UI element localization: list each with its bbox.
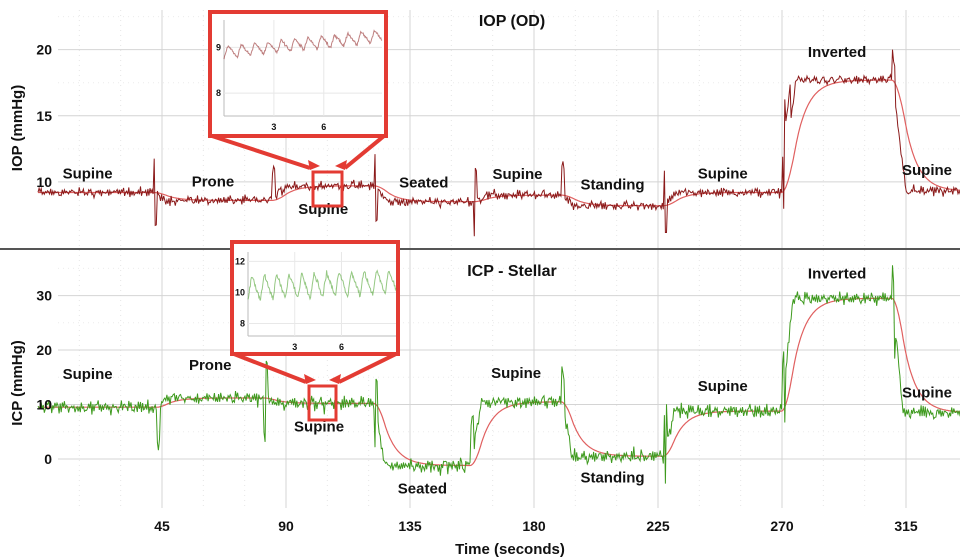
icp-inset-frame xyxy=(230,240,400,356)
x-tick-label: 225 xyxy=(646,518,670,534)
iop-inset-frame xyxy=(208,10,388,138)
icp-inset-x-tick: 3 xyxy=(292,342,297,352)
iop-inset-trace xyxy=(223,29,383,60)
iop-segment-label: Supine xyxy=(698,165,748,182)
icp-inset-x-tick: 6 xyxy=(339,342,344,352)
iop-segment-label: Supine xyxy=(492,166,542,183)
x-tick-label: 270 xyxy=(770,518,794,534)
icp-segment-label: Seated xyxy=(398,481,447,498)
x-axis-label: Time (seconds) xyxy=(455,541,565,558)
iop-connector-right xyxy=(343,134,386,170)
iop-y-tick-label: 20 xyxy=(36,42,52,58)
x-tick-label: 45 xyxy=(154,518,170,534)
icp-inset-y-tick: 10 xyxy=(235,287,245,297)
iop-y-axis-label: IOP (mmHg) xyxy=(9,85,26,171)
icp-segment-label: Inverted xyxy=(808,265,866,282)
icp-segment-label: Supine xyxy=(902,385,952,402)
iop-segment-label: Standing xyxy=(580,177,644,194)
icp-arrowhead xyxy=(304,374,316,384)
icp-segment-label: Prone xyxy=(189,357,232,374)
icp-arrowhead xyxy=(329,374,341,384)
icp-segment-label: Supine xyxy=(698,378,748,395)
iop-zoom-highlight xyxy=(311,170,344,208)
iop-raw-trace xyxy=(37,49,960,237)
icp-raw-trace xyxy=(37,265,960,484)
iop-zoom-inset: 8 9 3 6 xyxy=(208,10,388,208)
icp-inset-trace xyxy=(247,269,397,301)
iop-arrowhead xyxy=(308,160,320,170)
icp-zoom-inset: 8 10 12 3 6 xyxy=(230,240,400,422)
iop-arrowhead xyxy=(335,160,347,170)
icp-panel: ICP - Stellar ICP (mmHg) 0 10 20 30 Supine P… xyxy=(9,263,960,498)
iop-title: IOP (OD) xyxy=(479,13,545,30)
icp-segment-label: Supine xyxy=(294,418,344,435)
iop-y-tick-label: 15 xyxy=(36,108,52,124)
icp-zoom-highlight xyxy=(307,384,338,422)
x-tick-label: 90 xyxy=(278,518,294,534)
icp-inset-y-tick: 12 xyxy=(235,256,245,266)
icp-y-tick-label: 10 xyxy=(36,397,52,413)
iop-inset-x-tick: 6 xyxy=(321,122,326,132)
icp-segment-label: Supine xyxy=(491,365,541,382)
iop-inset-y-tick: 9 xyxy=(216,42,221,52)
iop-inset-y-tick: 8 xyxy=(216,88,221,98)
icp-connector-right xyxy=(338,352,397,384)
icp-y-tick-label: 0 xyxy=(44,451,52,467)
iop-connector-left xyxy=(211,134,311,170)
icp-connector-left xyxy=(233,352,307,384)
iop-segment-label: Supine xyxy=(63,165,113,182)
icp-inset-y-tick: 8 xyxy=(240,319,245,329)
icp-segment-label: Standing xyxy=(580,469,644,486)
iop-y-tick-label: 10 xyxy=(36,174,52,190)
iop-segment-label: Prone xyxy=(192,173,235,190)
iop-segment-label: Supine xyxy=(902,162,952,179)
iop-inset-x-tick: 3 xyxy=(271,122,276,132)
icp-segment-label: Supine xyxy=(63,366,113,383)
icp-title: ICP - Stellar xyxy=(467,263,557,280)
iop-segment-label: Seated xyxy=(399,175,448,192)
iop-segment-label: Inverted xyxy=(808,44,866,61)
icp-y-axis-label: ICP (mmHg) xyxy=(9,340,26,426)
x-tick-label: 315 xyxy=(894,518,918,534)
x-tick-label: 180 xyxy=(522,518,546,534)
icp-y-tick-label: 30 xyxy=(36,288,52,304)
icp-y-tick-label: 20 xyxy=(36,342,52,358)
x-tick-label: 135 xyxy=(398,518,422,534)
